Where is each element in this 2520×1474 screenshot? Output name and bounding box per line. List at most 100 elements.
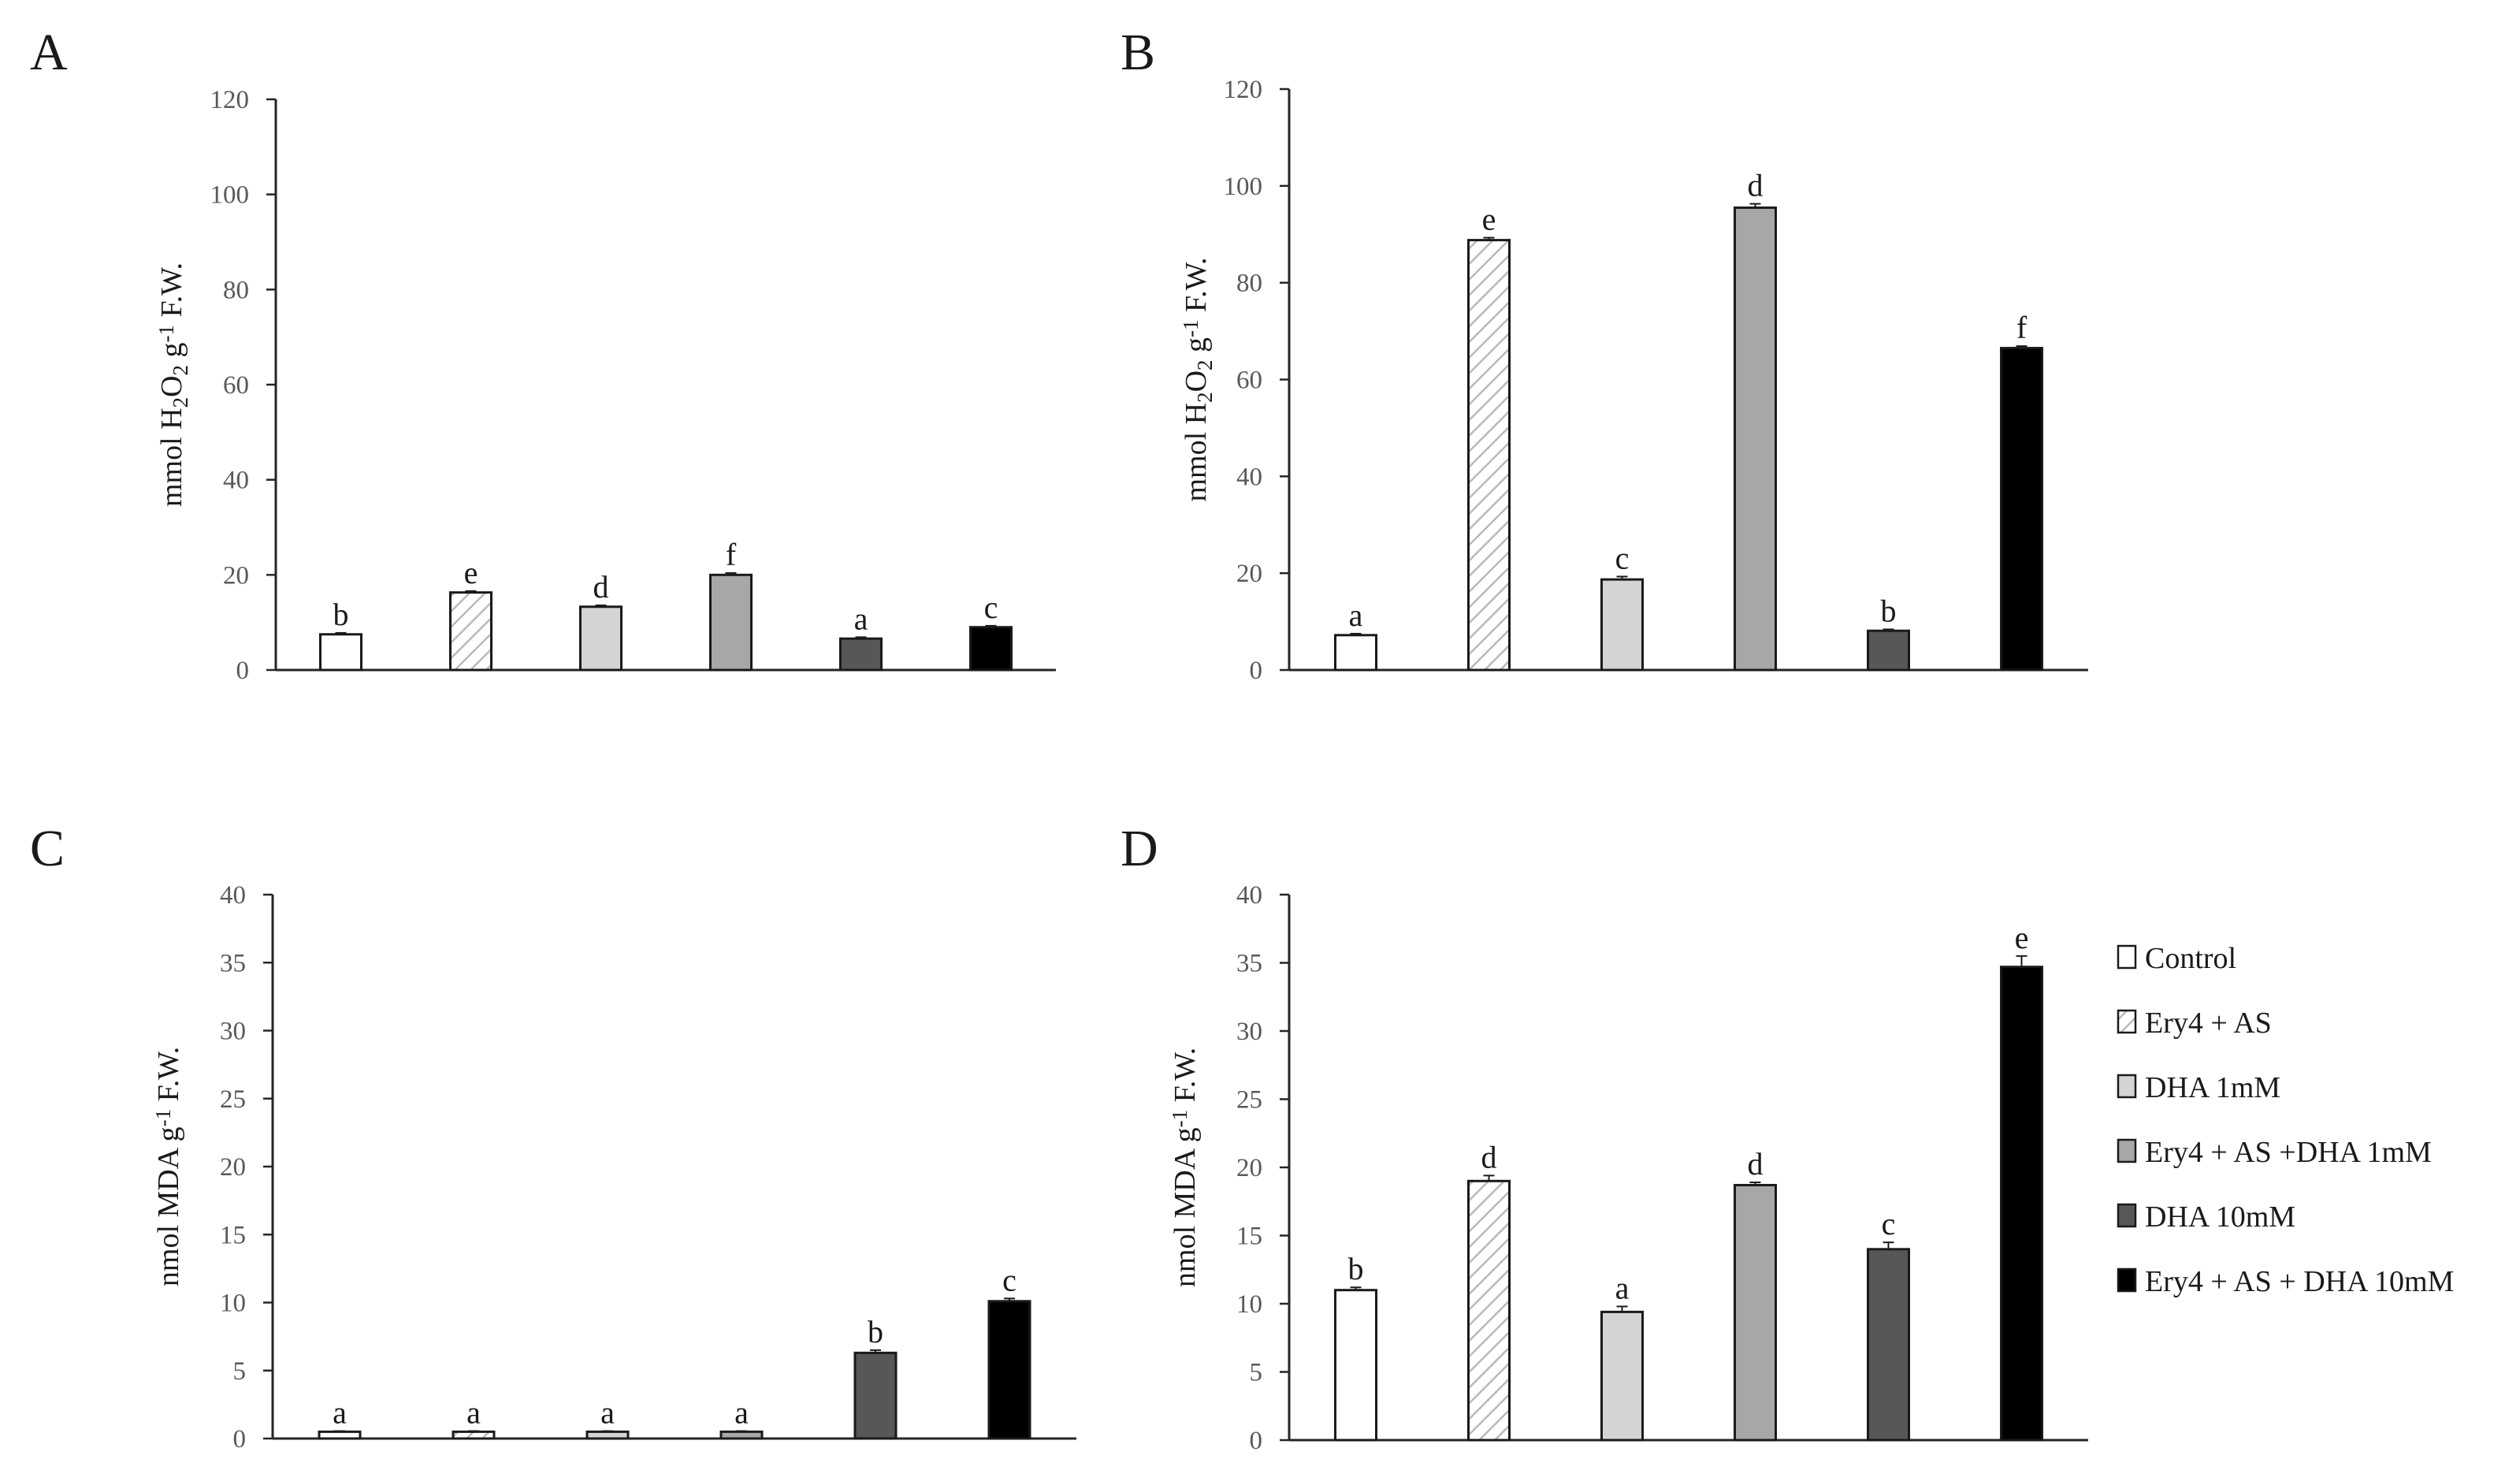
legend-swatch [2117,944,2137,970]
significance-letter: a [1615,1270,1630,1305]
bar-control [1334,1289,1377,1442]
y-tick-label: 5 [233,1357,247,1386]
bar-control [1334,634,1377,672]
legend-item: Ery4 + AS + DHA 10mM [2117,1265,2454,1298]
significance-letter: a [466,1395,481,1431]
y-tick-label: 35 [1236,950,1262,978]
significance-letter: b [1348,1251,1364,1286]
y-tick-label: 0 [233,1425,247,1454]
bar-dha-1mm [1600,1310,1644,1442]
significance-letter: a [600,1395,615,1431]
significance-letter: a [854,601,868,636]
chart-panel-c: C 0 5 10 15 20 25 30 35 40 nmol MDA g-1 F.W. a a a a b c [30,820,1076,1454]
legend-item: DHA 10mM [2117,1200,2295,1234]
significance-letter: c [1002,1262,1017,1297]
y-tick-label: 20 [220,1153,246,1182]
bar-ery4-as-dha-10mm [2000,347,2043,672]
y-tick-label: 15 [1236,1223,1262,1251]
legend-item: DHA 1mM [2117,1071,2280,1104]
significance-letter: f [2016,310,2028,345]
y-tick-label: 100 [210,181,250,210]
legend: Control Ery4 + AS DHA 1mM Ery4 + AS +DHA 1m… [2117,942,2454,1298]
bar-ery4-as-dha-10mm [969,626,1013,672]
y-axis-label: nmol MDA g-1 F.W. [151,1047,185,1286]
panel-label: D [1121,820,1158,877]
y-tick-label: 20 [1236,1154,1262,1182]
y-tick-label: 20 [223,561,249,590]
significance-letter: a [333,1395,347,1431]
legend-label: DHA 1mM [2145,1071,2280,1104]
bar-ery4-as-dha-10mm [2000,966,2043,1442]
legend-label: Ery4 + AS [2145,1007,2272,1040]
significance-letter: b [868,1314,883,1349]
significance-letter: d [1748,168,1764,203]
legend-label: Ery4 + AS + DHA 10mM [2145,1265,2454,1298]
legend-swatch [2117,1138,2137,1163]
y-tick-label: 30 [220,1018,246,1046]
legend-swatch [2117,1203,2137,1228]
y-tick-label: 100 [1224,173,1263,201]
y-tick-label: 40 [1236,463,1262,491]
bar-ery4-as [1467,239,1511,672]
bar-ery4-as-dha-10mm [987,1300,1031,1440]
legend-label: Ery4 + AS +DHA 1mM [2145,1136,2432,1169]
significance-letter: a [734,1395,749,1431]
significance-letter: d [1481,1139,1497,1174]
y-tick-label: 25 [1236,1086,1262,1115]
y-tick-label: 5 [1250,1359,1263,1387]
bar-dha-1mm [585,1430,630,1440]
significance-letter: e [464,555,478,590]
bar-ery4-as-dha-1mm [1734,1183,1777,1442]
panel-label: B [1121,24,1155,81]
bar-dha-10mm [1867,629,1910,672]
bar-control [318,1430,362,1440]
bar-dha-1mm [579,605,623,672]
bar-dha-10mm [1867,1248,1910,1442]
y-tick-label: 0 [1250,657,1263,685]
significance-letter: f [726,537,737,572]
y-tick-label: 10 [220,1290,246,1318]
bar-dha-10mm [853,1351,898,1440]
bar-dha-10mm [839,637,883,672]
y-tick-label: 80 [223,276,249,304]
bar-control [319,633,362,672]
panel-label: A [30,24,68,81]
bar-ery4-as-dha-1mm [719,1430,764,1440]
significance-letter: d [1748,1146,1764,1182]
panel-label: C [30,820,65,877]
bar-ery4-as [1467,1179,1511,1442]
significance-letter: e [1482,202,1496,237]
y-axis-label: nmol MDA g-1 F.W. [1168,1048,1202,1287]
y-tick-label: 120 [1224,76,1263,104]
legend-item: Ery4 + AS [2117,1007,2272,1040]
chart-panel-a: A 0 20 40 60 80 100 120 mmol H2O2 g-1 F.W. b e d f a c [30,24,1056,685]
significance-letter: d [593,569,609,605]
legend-label: Control [2145,942,2236,975]
y-tick-label: 35 [220,949,246,977]
y-axis-label: mmol H2O2 g-1 F.W. [154,262,192,507]
bar-ery4-as-dha-1mm [709,573,753,672]
significance-letter: e [2015,920,2029,955]
chart-panel-d: D 0 5 10 15 20 25 30 35 40 nmol MDA g-1 F.W. b d a d c e [1121,820,2088,1455]
bar-dha-1mm [1600,578,1644,672]
y-tick-label: 15 [220,1221,246,1249]
legend-swatch [2117,1009,2137,1034]
legend-item: Control [2117,942,2236,975]
y-tick-label: 30 [1236,1018,1262,1046]
y-tick-label: 0 [236,657,250,685]
y-tick-label: 60 [223,371,249,400]
y-tick-label: 80 [1236,270,1262,298]
bar-ery4-as [452,1430,496,1440]
y-tick-label: 25 [220,1085,246,1114]
y-tick-label: 40 [220,881,246,910]
legend-label: DHA 10mM [2145,1200,2295,1234]
significance-letter: c [1615,540,1630,575]
significance-letter: a [1349,597,1363,633]
significance-letter: c [1882,1206,1896,1241]
significance-letter: b [333,597,349,632]
y-tick-label: 40 [1236,881,1262,910]
y-tick-label: 0 [1250,1427,1263,1455]
y-tick-label: 20 [1236,560,1262,588]
y-tick-label: 60 [1236,367,1262,395]
